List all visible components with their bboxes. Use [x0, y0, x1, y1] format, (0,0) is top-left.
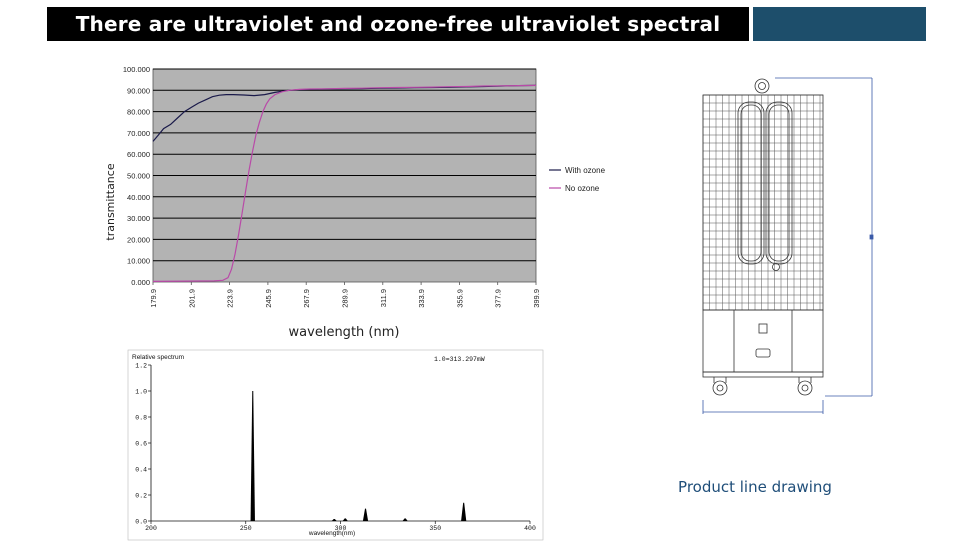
x-tick-label: 289.9 — [341, 289, 350, 308]
y-tick-label: 0.000 — [131, 278, 150, 287]
y-tick-label: 100.000 — [123, 65, 150, 74]
legend: With ozone No ozone — [549, 166, 606, 193]
y-tick-label: 20.000 — [127, 235, 150, 244]
x-tick-label: 267.9 — [302, 289, 311, 308]
x-tick-label: 311.9 — [379, 289, 388, 307]
x-tick-label: 179.9 — [149, 289, 158, 308]
legend-label-with-ozone: With ozone — [565, 166, 606, 175]
y-tick-label: 70.000 — [127, 129, 150, 138]
y-tick-label: 10.000 — [127, 257, 150, 266]
x-tick-label: 223.9 — [226, 289, 235, 308]
series-line-no-ozone — [152, 84, 537, 282]
x-tick-label: 377.9 — [494, 289, 503, 308]
y-tick-label: 30.000 — [127, 214, 150, 223]
page-title: There are ultraviolet and ozone-free ult… — [47, 7, 749, 70]
x-axis-label: wavelength (nm) — [289, 325, 400, 340]
x-tick-label: 245.9 — [264, 289, 273, 308]
x-tick-label: 333.9 — [417, 289, 426, 308]
y-tick-label: 40.000 — [127, 193, 150, 202]
y-tick-label: 50.000 — [127, 172, 150, 181]
drawing-caption: Product line drawing — [678, 478, 832, 496]
title-accent-bar — [753, 7, 926, 41]
y-tick-label: 80.000 — [127, 108, 150, 117]
x-tick-label: 355.9 — [455, 289, 464, 308]
y-tick-label: 90.000 — [127, 86, 150, 95]
y-axis-label: transmittance — [104, 163, 117, 240]
x-tick-label: 201.9 — [187, 289, 196, 308]
legend-label-no-ozone: No ozone — [565, 184, 600, 193]
y-tick-label: 60.000 — [127, 150, 150, 159]
x-tick-label: 399.9 — [532, 289, 541, 308]
